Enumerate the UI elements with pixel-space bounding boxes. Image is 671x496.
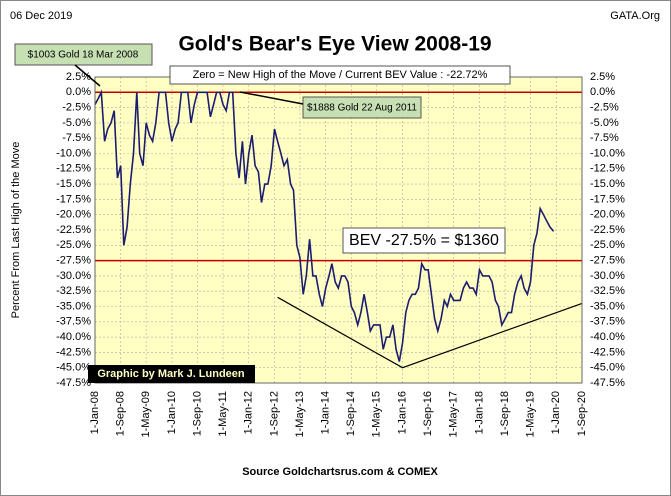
arrow — [74, 64, 101, 87]
y-tick-label: -15.0% — [56, 178, 91, 190]
source: Source Goldchartsrus.com & COMEX — [242, 466, 438, 478]
y2-tick-label: -40.0% — [590, 331, 625, 343]
data-line — [94, 89, 555, 362]
x-tick-label: 1-May-15 — [371, 391, 383, 437]
annotation-box — [88, 365, 255, 383]
y-tick-label: -10.0% — [56, 147, 91, 159]
y-tick-label: -35.0% — [56, 300, 91, 312]
y-tick-label: 0.0% — [66, 86, 91, 98]
annotation-box — [302, 96, 422, 119]
y-tick-label: -17.5% — [56, 193, 91, 205]
y2-tick-label: -7.5% — [590, 132, 619, 144]
y2-tick-label: -22.5% — [590, 224, 625, 236]
x-tick-label: 1-Sep-16 — [422, 391, 434, 436]
y2-tick-label: -37.5% — [590, 316, 625, 328]
x-tick-label: 1-Jan-14 — [320, 391, 332, 434]
y-tick-label: -37.5% — [56, 316, 91, 328]
x-tick-label: 1-May-09 — [140, 391, 152, 437]
y2-tick-label: -32.5% — [590, 285, 625, 297]
x-tick-label: 1-Sep-14 — [345, 391, 357, 436]
y2-tick-label: -30.0% — [590, 270, 625, 282]
x-tick-label: 1-Sep-20 — [576, 391, 588, 436]
arrow — [239, 91, 304, 105]
x-tick-label: 1-May-11 — [217, 391, 229, 437]
x-tick-label: 1-Jan-20 — [550, 391, 562, 434]
trend-line — [277, 296, 583, 369]
y2-tick-label: -27.5% — [590, 255, 625, 267]
x-tick-label: 1-Sep-10 — [191, 391, 203, 436]
chart-title: Gold's Bear's Eye View 2008-19 — [178, 33, 491, 56]
date: 06 Dec 2019 — [10, 10, 72, 22]
x-tick-label: 1-Jan-18 — [473, 391, 485, 434]
x-tick-label: 1-Jan-08 — [89, 391, 101, 434]
y2-tick-label: 0.0% — [590, 86, 615, 98]
x-tick-label: 1-Jan-10 — [166, 391, 178, 434]
y2-tick-label: -47.5% — [590, 377, 625, 389]
y2-tick-label: -17.5% — [590, 193, 625, 205]
annotation-box — [14, 43, 153, 66]
y-tick-label: -25.0% — [56, 239, 91, 251]
y-tick-label: -7.5% — [62, 132, 91, 144]
y-tick-label: -40.0% — [56, 331, 91, 343]
y-tick-label: -30.0% — [56, 270, 91, 282]
annotation-box — [342, 227, 506, 254]
y2-tick-label: -45.0% — [590, 362, 625, 374]
y-tick-label: -2.5% — [62, 102, 91, 114]
y-tick-label: -32.5% — [56, 285, 91, 297]
annotation: Zero = New High of the Move / Current BE… — [193, 69, 488, 81]
annotation-box — [169, 65, 511, 85]
x-tick-label: 1-Sep-12 — [268, 391, 280, 436]
y2-tick-label: -25.0% — [590, 239, 625, 251]
y-axis-label: Percent From Last High of the Move — [10, 142, 22, 319]
x-tick-label: 1-Sep-08 — [115, 391, 127, 436]
annotation: $1888 Gold 22 Aug 2011 — [307, 103, 417, 114]
y2-tick-label: -35.0% — [590, 300, 625, 312]
y-tick-label: -20.0% — [56, 209, 91, 221]
y-tick-label: -47.5% — [56, 377, 91, 389]
y-tick-label: 2.5% — [66, 71, 91, 83]
y2-tick-label: -15.0% — [590, 178, 625, 190]
y2-tick-label: -42.5% — [590, 346, 625, 358]
x-tick-label: 1-Jan-12 — [243, 391, 255, 434]
y-tick-label: -5.0% — [62, 117, 91, 129]
y-tick-label: -42.5% — [56, 346, 91, 358]
y2-tick-label: 2.5% — [590, 71, 615, 83]
grid — [94, 76, 583, 384]
annotation: $1003 Gold 18 Mar 2008 — [28, 50, 139, 61]
marks — [94, 89, 583, 369]
y2-tick-label: -5.0% — [590, 117, 619, 129]
y-tick-label: -22.5% — [56, 224, 91, 236]
y2-tick-label: -20.0% — [590, 209, 625, 221]
annotation: BEV -27.5% = $1360 — [349, 232, 499, 249]
annotation: Graphic by Mark J. Lundeen — [97, 368, 245, 380]
site: GATA.Org — [610, 10, 660, 22]
x-tick-label: 1-May-19 — [524, 391, 536, 437]
x-tick-label: 1-May-13 — [294, 391, 306, 437]
y2-tick-label: -10.0% — [590, 147, 625, 159]
y-tick-label: -12.5% — [56, 163, 91, 175]
y2-tick-label: -12.5% — [590, 163, 625, 175]
y-tick-label: -27.5% — [56, 255, 91, 267]
x-tick-label: 1-Jan-16 — [396, 391, 408, 434]
x-tick-label: 1-May-17 — [448, 391, 460, 437]
x-tick-label: 1-Sep-18 — [499, 391, 511, 436]
y2-tick-label: -2.5% — [590, 102, 619, 114]
y-tick-label: -45.0% — [56, 362, 91, 374]
